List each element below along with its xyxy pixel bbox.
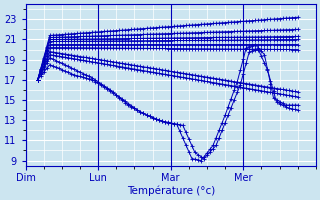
X-axis label: Température (°c): Température (°c) bbox=[127, 185, 215, 196]
